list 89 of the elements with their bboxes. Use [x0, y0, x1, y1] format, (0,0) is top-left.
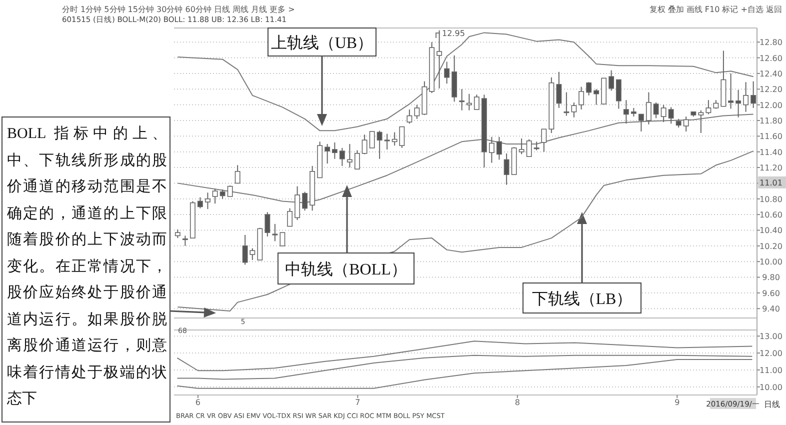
y-tick-label: 10.60	[760, 210, 782, 220]
x-tick-label: 8	[514, 398, 520, 407]
y-tick-label: 12.00	[760, 100, 782, 110]
candlestick	[436, 30, 442, 89]
x-tick-label: 7	[355, 398, 360, 407]
candlestick	[698, 110, 704, 134]
candlestick	[526, 138, 532, 158]
annotation: 12.95	[442, 29, 465, 38]
candlestick	[369, 131, 375, 148]
candlestick	[220, 188, 226, 200]
y-tick-label: 12.00	[760, 349, 782, 358]
candlestick	[346, 144, 352, 168]
candlestick	[518, 138, 524, 155]
candlestick	[182, 235, 188, 246]
candlestick	[332, 142, 338, 160]
candlestick	[444, 61, 450, 84]
candlestick	[294, 186, 300, 221]
candlestick	[653, 102, 659, 119]
candlestick	[683, 116, 689, 132]
y-tick-label: 11.60	[760, 132, 782, 142]
x-tick-label: 6	[195, 398, 201, 407]
candlestick	[706, 100, 712, 115]
text: 分时 1分钟 5分钟 15分钟 30分钟 60分钟 日线 周线 月线 更多 >	[62, 5, 295, 14]
candlestick	[362, 134, 368, 155]
candlestick	[466, 93, 472, 111]
y-tick-label: 10.40	[760, 226, 782, 236]
x-tick-label: 9	[674, 398, 680, 407]
y-tick-label: 9.80	[762, 273, 780, 282]
candlestick	[616, 79, 622, 110]
annotation: 下轨线（LB）	[532, 290, 632, 308]
candlestick	[339, 147, 345, 166]
candlestick	[638, 114, 644, 132]
annotation: 11.01	[760, 178, 782, 188]
y-tick-label: 12.20	[760, 85, 782, 94]
candlestick	[227, 185, 233, 198]
candlestick	[384, 133, 390, 150]
text: 日线	[764, 400, 780, 409]
candlestick	[324, 144, 330, 164]
y-tick-label: 12.60	[760, 54, 782, 63]
candlestick	[488, 136, 494, 164]
candlestick	[474, 94, 480, 110]
candlestick	[280, 232, 286, 246]
y-tick-label: 11.40	[760, 148, 782, 157]
candlestick	[571, 102, 577, 118]
candlestick	[594, 88, 600, 106]
y-tick-label: 9.60	[762, 288, 780, 298]
candlestick	[743, 82, 749, 112]
annotation: 中轨线（BOLL）	[285, 260, 407, 278]
y-tick-label: 11.20	[760, 164, 782, 173]
annotation: 上轨线（UB）	[270, 34, 374, 52]
candlestick	[541, 128, 547, 152]
y-tick-label: 10.20	[760, 242, 782, 251]
y-tick-label: 10.00	[760, 258, 782, 267]
candlestick	[646, 92, 652, 125]
candlestick	[204, 192, 210, 210]
candlestick	[234, 164, 240, 184]
y-tick-label: 12.40	[760, 69, 782, 78]
candlestick	[459, 88, 465, 111]
y-tick-label: 11.80	[760, 116, 782, 126]
text: BOLL 指标中的上、中、下轨线所形成的股价通道的移动范围是不确定的，通道的上下限随着股价的上下波动而变化。在正常情况下，股价应始终处于股价通道内运行。如果股价脱离股价通道运行，则意味着行情处于极端的状态下	[7, 126, 167, 407]
candlestick	[564, 92, 570, 116]
candlestick	[556, 71, 562, 108]
candlestick	[354, 150, 360, 170]
candlestick	[608, 70, 614, 92]
candlestick	[736, 89, 742, 118]
candlestick	[212, 188, 218, 204]
candlestick	[376, 130, 382, 160]
y-tick-label: 10.00	[760, 382, 782, 392]
candlestick	[287, 208, 293, 227]
candlestick	[272, 223, 278, 242]
candlestick	[586, 82, 592, 96]
text: 复权 叠加 画线 F10 标记 +自选 返回	[649, 5, 782, 14]
candlestick	[660, 104, 666, 123]
candlestick	[668, 106, 674, 124]
y-tick-label: 13.00	[760, 332, 782, 342]
candlestick	[728, 72, 734, 110]
candlestick	[264, 212, 270, 237]
candlestick	[197, 196, 203, 209]
candlestick	[504, 152, 510, 186]
y-tick-label: 10.80	[760, 194, 782, 204]
candlestick	[302, 191, 308, 212]
candlestick	[623, 100, 629, 124]
candlestick	[406, 109, 412, 124]
candlestick	[578, 86, 584, 110]
candlestick	[414, 104, 420, 120]
y-tick-label: 9.40	[762, 304, 780, 314]
y-tick-label: 11.00	[760, 366, 782, 375]
y-tick-label: 12.80	[760, 38, 782, 48]
candlestick	[496, 136, 502, 160]
